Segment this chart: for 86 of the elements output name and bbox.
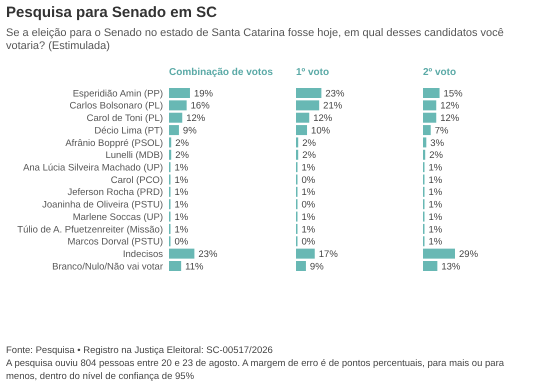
data-label: 2% [175,138,190,149]
data-label: 1% [428,162,443,174]
data-label: 2% [429,150,444,162]
y-tick-label: Décio Lima (PT) [94,125,163,136]
data-label: 1% [302,224,316,236]
data-label: 19% [194,88,214,100]
bar [296,100,320,110]
y-tick-label: Esperidião Amin (PP) [72,88,163,100]
y-tick-label: Carlos Bolsonaro (PL) [70,100,163,112]
bar [169,112,182,123]
chart-title: 1º voto [296,67,330,78]
y-tick-label: Afrânio Boppré (PSOL) [65,138,163,149]
data-label: 3% [430,138,445,149]
bar [423,112,436,123]
bar [169,261,182,271]
data-label: 12% [313,113,333,124]
data-label: 1% [428,212,443,223]
data-label: 1% [428,224,443,236]
data-label: 7% [434,125,450,136]
data-label: 1% [428,236,443,248]
text: Se a eleição para o Senado no estado de Santa Catarina fosse hoje, em qual desses candidatos você votaria? (Estimulada) [6,27,504,52]
data-label: 9% [310,261,324,272]
data-label: 0% [302,236,316,248]
y-tick-label: Marcos Dorval (PSTU) [67,236,163,248]
data-label: 29% [459,248,479,260]
bar [169,100,187,110]
y-tick-label: Branco/Nulo/Não vai votar [52,261,163,272]
data-label: 1% [302,187,316,198]
data-label: 23% [198,248,218,260]
bar [423,125,431,136]
bar [296,125,308,136]
data-label: 1% [302,212,316,223]
y-tick-label: Carol (PCO) [110,174,163,186]
y-tick-label: Joaninha de Oliveira (PSTU) [42,200,163,211]
bar [296,248,315,259]
text: Pesquisa para Senado em SC [6,4,218,21]
bar [296,261,306,271]
bar [169,88,190,98]
y-tick-label: Carol de Toni (PL) [86,113,163,124]
data-label: 1% [174,162,189,174]
bar [423,88,440,98]
y-tick-label: Ana Lúcia Silveira Machado (UP) [23,162,163,174]
data-label: 0% [174,236,189,248]
data-label: 2% [302,138,316,149]
bar [423,137,426,148]
source-note: Fonte: Pesquisa • Registro na Justiça Eleitoral: SC-00517/2026 [6,345,273,356]
text: A pesquisa ouviu 804 pessoas entre 20 e 23 de agosto. A margem de erro é de pontos percentuais, para mais ou para menos, dentro do nível de confiança de 95% [6,358,505,382]
y-tick-label: Indecisos [122,248,164,260]
data-label: 1% [174,212,189,223]
data-label: 1% [428,187,443,198]
chart-title: 2º voto [423,67,456,78]
data-label: 1% [174,224,189,236]
bar [296,112,310,123]
data-label: 21% [323,100,343,112]
y-tick-label: Jeferson Rocha (PRD) [67,187,163,198]
data-label: 16% [190,100,210,112]
data-label: 15% [444,88,464,100]
text: Combinação de votos [169,67,274,78]
data-label: 0% [302,200,316,211]
data-label: 0% [302,174,316,186]
data-label: 1% [174,200,189,211]
data-label: 1% [428,174,443,186]
data-label: 13% [441,261,461,272]
data-label: 11% [185,261,204,272]
data-label: 12% [440,113,460,124]
data-label: 2% [175,150,190,162]
data-label: 1% [302,162,316,174]
y-tick-label: Marlene Soccas (UP) [72,212,163,223]
bar [423,261,438,271]
bar [169,125,179,136]
bar [296,88,322,98]
data-label: 23% [325,88,345,100]
data-label: 2% [302,150,316,162]
bar [423,248,455,259]
y-tick-label: Túlio de A. Pfuetzenreiter (Missão) [17,224,163,236]
data-label: 9% [182,125,198,136]
data-label: 1% [428,200,443,211]
data-label: 12% [186,113,206,124]
data-label: 10% [311,125,331,136]
data-label: 17% [318,248,338,260]
data-label: 1% [174,174,189,186]
bar [169,248,194,259]
data-label: 1% [174,187,189,198]
y-tick-label: Lunelli (MDB) [105,150,163,162]
data-label: 12% [440,100,460,112]
bar [423,100,436,110]
